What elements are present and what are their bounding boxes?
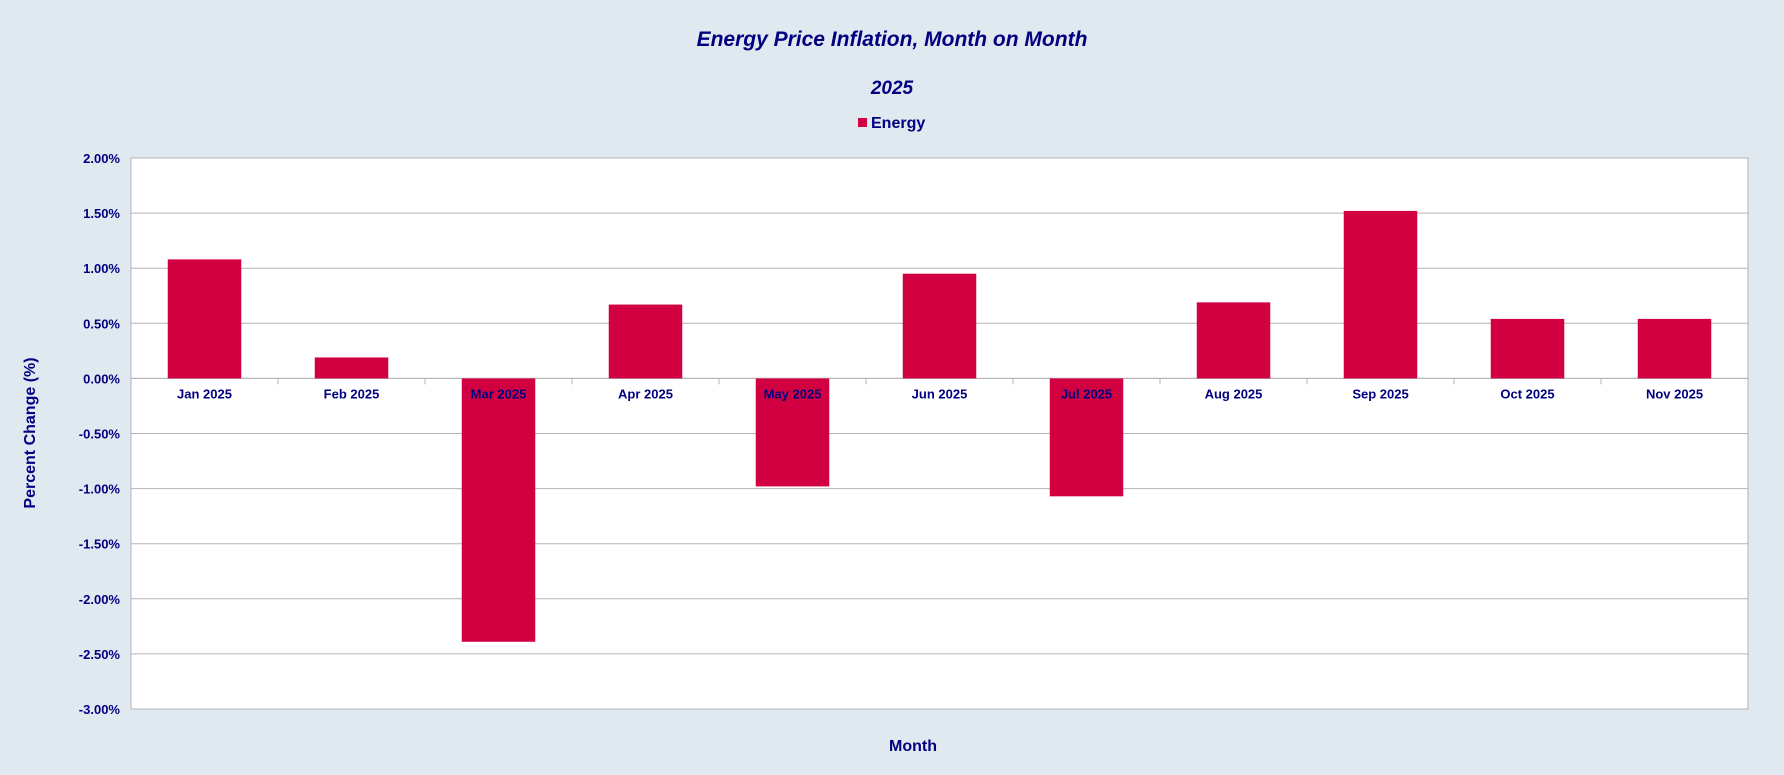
bar-jul-2025	[1049, 378, 1124, 497]
bars	[167, 210, 1712, 642]
x-tick-label: Oct 2025	[1500, 386, 1554, 401]
bar-jan-2025	[167, 259, 242, 379]
x-axis-ticks: Jan 2025 Feb 2025 Mar 2025 Apr 2025 May 2025…	[177, 378, 1703, 401]
y-axis-label: Percent Change (%)	[22, 357, 39, 508]
bar-may-2025	[755, 378, 830, 487]
y-tick-label: 0.50%	[83, 316, 120, 331]
y-tick-label: -2.50%	[79, 647, 121, 662]
gridlines	[131, 157, 1748, 710]
legend-swatch	[858, 118, 867, 127]
y-tick-label: 2.00%	[83, 151, 120, 166]
x-tick-label: Jul 2025	[1061, 386, 1112, 401]
x-tick-label: Mar 2025	[471, 386, 527, 401]
bar-mar-2025	[461, 378, 536, 642]
bar-oct-2025	[1490, 318, 1565, 379]
y-axis-ticks: 2.00% 1.50% 1.00% 0.50% 0.00% -0.50% -1.00% -1.…	[79, 151, 121, 717]
x-tick-label: Sep 2025	[1352, 386, 1408, 401]
chart-subtitle: 2025	[870, 78, 914, 99]
x-tick-label: Nov 2025	[1646, 386, 1703, 401]
y-tick-label: -1.50%	[79, 537, 121, 552]
bar-aug-2025	[1196, 302, 1271, 379]
y-tick-label: 0.00%	[83, 371, 120, 386]
legend-label: Energy	[871, 115, 925, 132]
bar-sep-2025	[1343, 210, 1418, 379]
chart-title: Energy Price Inflation, Month on Month	[697, 28, 1088, 51]
x-tick-label: Feb 2025	[324, 386, 380, 401]
y-tick-label: 1.50%	[83, 206, 120, 221]
x-axis-label: Month	[889, 738, 937, 755]
y-tick-label: -3.00%	[79, 702, 121, 717]
x-tick-label: Jan 2025	[177, 386, 232, 401]
bar-jun-2025	[902, 273, 977, 379]
y-tick-label: -0.50%	[79, 427, 121, 442]
x-tick-label: Aug 2025	[1205, 386, 1263, 401]
y-tick-label: 1.00%	[83, 261, 120, 276]
legend: Energy	[858, 115, 925, 132]
y-tick-label: -1.00%	[79, 482, 121, 497]
bar-nov-2025	[1637, 318, 1712, 379]
bar-apr-2025	[608, 304, 683, 379]
bar-feb-2025	[314, 357, 389, 379]
y-tick-label: -2.00%	[79, 592, 121, 607]
x-tick-label: Apr 2025	[618, 386, 673, 401]
x-tick-label: May 2025	[764, 386, 822, 401]
x-tick-label: Jun 2025	[912, 386, 968, 401]
